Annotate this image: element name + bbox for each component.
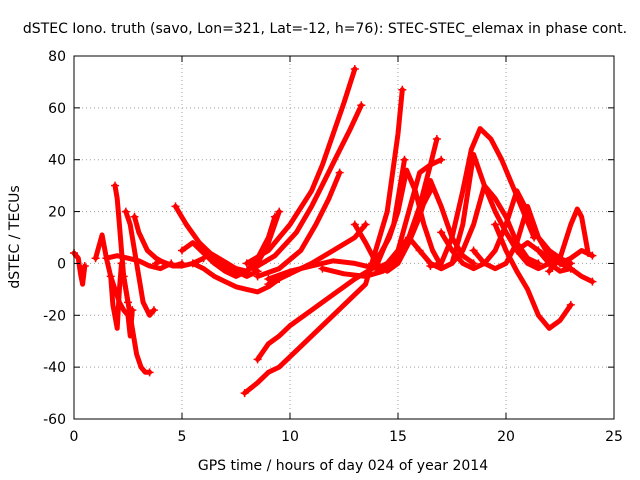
- data-point-marker: [350, 220, 359, 229]
- series-layer: [70, 64, 597, 398]
- series-line: [369, 167, 444, 269]
- y-tick-label: 40: [48, 153, 66, 169]
- data-point-marker: [350, 64, 359, 73]
- y-tick-label: -60: [43, 412, 66, 428]
- series-line: [190, 260, 282, 295]
- x-tick-label: 0: [70, 429, 79, 445]
- series-line: [201, 248, 261, 279]
- data-point-marker: [368, 259, 377, 268]
- y-tick-label: 80: [48, 49, 66, 65]
- data-point-marker: [361, 220, 370, 229]
- data-point-marker: [121, 207, 130, 216]
- data-point-marker: [178, 246, 186, 255]
- series-line: [384, 178, 477, 269]
- x-tick-label: 25: [605, 429, 623, 445]
- data-point-marker: [437, 228, 446, 237]
- x-tick-label: 5: [178, 429, 187, 445]
- series-line: [265, 222, 369, 287]
- data-point-marker: [130, 212, 139, 221]
- data-point-marker: [534, 246, 543, 255]
- series-line: [250, 102, 364, 272]
- data-point-marker: [415, 246, 424, 255]
- data-point-marker: [270, 212, 279, 221]
- data-point-marker: [80, 262, 89, 271]
- y-tick-label: -20: [43, 308, 66, 324]
- data-point-marker: [432, 134, 441, 143]
- data-point-marker: [253, 272, 262, 281]
- data-point-marker: [102, 254, 111, 263]
- y-tick-label: -40: [43, 360, 66, 376]
- series-line: [438, 188, 574, 272]
- data-point-marker: [437, 155, 446, 164]
- data-point-marker: [383, 262, 392, 271]
- y-tick-label: 0: [57, 256, 66, 272]
- data-point-marker: [119, 272, 128, 281]
- data-point-marker: [400, 155, 409, 164]
- data-point-marker: [318, 264, 327, 273]
- series-line: [255, 170, 343, 279]
- ticks: 0 5 10 15 20 25 -60 -40 -20 0 20 40 60 80: [43, 49, 623, 445]
- x-tick-label: 20: [497, 429, 515, 445]
- x-tick-label: 15: [389, 429, 407, 445]
- data-point-marker: [275, 207, 284, 216]
- data-point-marker: [145, 368, 154, 377]
- data-point-marker: [111, 181, 120, 190]
- x-tick-label: 10: [281, 429, 299, 445]
- series-line: [242, 87, 405, 396]
- data-point-marker: [491, 220, 500, 229]
- y-tick-label: 60: [48, 101, 66, 117]
- data-point-marker: [426, 262, 435, 271]
- series-line: [319, 157, 444, 279]
- series-line: [557, 248, 595, 266]
- series-line: [71, 250, 88, 287]
- data-point-marker: [242, 259, 251, 268]
- data-point-marker: [253, 355, 262, 364]
- series-line: [535, 248, 595, 285]
- data-point-marker: [566, 300, 575, 309]
- chart-title: dSTEC Iono. truth (savo, Lon=321, Lat=-1…: [23, 21, 627, 37]
- data-point-marker: [556, 259, 564, 268]
- x-axis-label: GPS time / hours of day 024 of year 2014: [198, 458, 488, 474]
- series-line: [244, 66, 358, 266]
- series-line: [179, 214, 278, 279]
- data-point-marker: [512, 246, 521, 255]
- data-point-marker: [404, 233, 413, 242]
- series-line: [492, 222, 574, 331]
- data-point-marker: [264, 274, 273, 283]
- data-point-marker: [357, 101, 366, 110]
- y-tick-label: 20: [48, 205, 66, 221]
- data-point-marker: [469, 246, 478, 255]
- series-line: [132, 214, 207, 269]
- y-axis-label: dSTEC / TECUs: [7, 185, 23, 288]
- data-point-marker: [588, 277, 597, 286]
- data-point-marker: [106, 272, 115, 281]
- data-point-marker: [588, 251, 597, 260]
- plot-frame: [73, 55, 615, 420]
- series-line: [103, 253, 174, 272]
- data-point-marker: [240, 389, 249, 398]
- series-line: [108, 273, 135, 339]
- data-point-marker: [545, 267, 554, 276]
- series-line: [417, 152, 552, 272]
- series-line: [123, 209, 157, 318]
- data-point-marker: [171, 202, 180, 211]
- data-point-marker: [335, 168, 344, 177]
- data-point-marker: [398, 85, 407, 94]
- series-line: [121, 273, 153, 375]
- series-line: [546, 206, 591, 274]
- data-point-marker: [199, 246, 208, 255]
- data-point-marker: [149, 306, 158, 315]
- data-point-marker: [91, 254, 100, 263]
- series-line: [93, 232, 124, 331]
- data-point-marker: [249, 264, 258, 273]
- data-point-marker: [188, 259, 197, 268]
